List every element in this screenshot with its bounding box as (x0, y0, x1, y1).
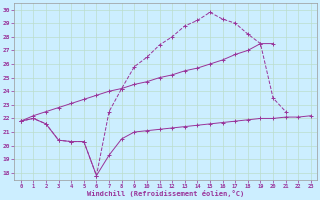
X-axis label: Windchill (Refroidissement éolien,°C): Windchill (Refroidissement éolien,°C) (87, 190, 244, 197)
